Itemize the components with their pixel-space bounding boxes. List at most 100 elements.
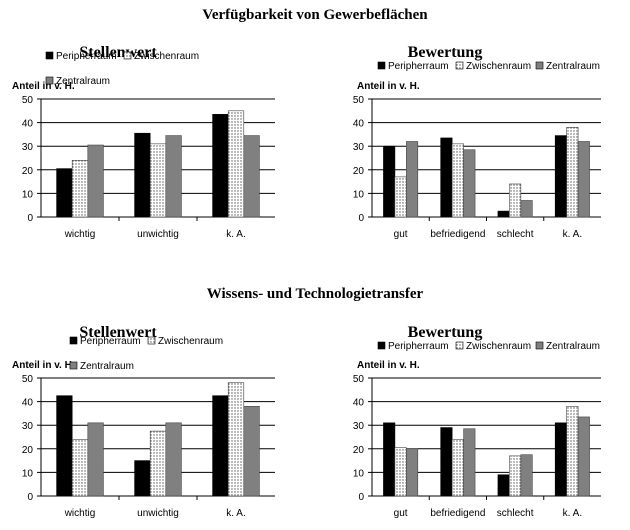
legend-label: Zwischenraum — [158, 336, 223, 347]
bar-zentralraum-0 — [406, 448, 419, 497]
legend-swatch — [69, 361, 78, 370]
y-tick-label: 10 — [353, 468, 365, 479]
y-tick-label: 40 — [353, 398, 365, 409]
y-tick-label: 40 — [22, 398, 34, 409]
bar-peripherraum-1 — [134, 460, 151, 497]
y-tick-label: 10 — [22, 468, 34, 479]
section-title-technologietransfer: Wissens- und Technologietransfer — [206, 286, 424, 302]
bar-zentralraum-3 — [577, 141, 590, 218]
bar-peripherraum-1 — [134, 132, 151, 218]
legend-label: Peripherraum — [56, 51, 117, 62]
bar-peripherraum-2 — [497, 210, 510, 218]
legend-swatch — [45, 51, 54, 60]
x-tick-label: schlecht — [497, 229, 534, 240]
chart-stellenwert-technologietransfer: Stellenwert Anteil in v. H. 0 10 20 30 40 50 wic… — [0, 320, 315, 530]
chart-svg: Bewertung Anteil in v. H. 0 10 20 30 40 50 gut be… — [353, 44, 601, 240]
x-tick-label: k. A. — [563, 508, 582, 519]
y-tick-label: 20 — [22, 445, 34, 456]
y-tick-label: 20 — [22, 166, 34, 177]
bar-zwischenraum-0 — [394, 176, 407, 218]
bar-zwischenraum-1 — [149, 143, 167, 218]
bar-zwischenraum-2 — [227, 382, 245, 497]
chart-title: Bewertung — [408, 324, 483, 341]
bar-peripherraum-3 — [554, 135, 567, 218]
chart-bewertung-gewerbeflaechen: Bewertung Anteil in v. H. 0 10 20 30 40 50 gut be… — [315, 40, 630, 250]
bar-peripherraum-0 — [56, 395, 73, 497]
legend-swatch — [455, 61, 464, 70]
x-tick-label: unwichtig — [137, 508, 179, 519]
legend-swatch — [535, 61, 544, 70]
legend-label: Zwischenraum — [134, 51, 199, 62]
chart-bewertung-technologietransfer: Bewertung Anteil in v. H. 0 10 20 30 40 50 gut be… — [315, 320, 630, 530]
x-tick-label: gut — [394, 508, 408, 519]
x-tick-label: k. A. — [226, 229, 245, 240]
y-tick-label: 30 — [22, 421, 34, 432]
x-tick-label: wichtig — [64, 229, 96, 240]
chart-title: Stellenwert — [79, 44, 157, 61]
legend-label: Zwischenraum — [466, 61, 531, 72]
y-axis-label: Anteil in v. H. — [12, 81, 75, 92]
chart-stellenwert-gewerbeflaechen: Stellenwert Anteil in v. H. 0 10 20 30 40 50 wic… — [0, 40, 315, 250]
bar-zwischenraum-3 — [566, 406, 579, 497]
y-axis-label: Anteil in v. H. — [12, 360, 75, 371]
y-tick-label: 50 — [353, 95, 365, 106]
legend-swatch — [69, 336, 78, 345]
x-tick-label: befriedigend — [430, 508, 485, 519]
y-tick-label: 10 — [22, 189, 34, 200]
bar-zentralraum-0 — [87, 422, 104, 497]
y-tick-label: 30 — [353, 421, 365, 432]
chart-svg: Stellenwert Anteil in v. H. 0 10 20 30 40 50 wic… — [12, 324, 275, 519]
bar-zentralraum-1 — [165, 135, 182, 218]
bar-peripherraum-2 — [497, 474, 510, 497]
y-tick-label: 40 — [353, 119, 365, 130]
x-tick-label: k. A. — [563, 229, 582, 240]
y-tick-label: 10 — [353, 189, 365, 200]
bar-peripherraum-1 — [440, 427, 453, 497]
chart-svg: Bewertung Anteil in v. H. 0 10 20 30 40 50 gut be… — [353, 324, 601, 519]
x-tick-label: k. A. — [226, 508, 245, 519]
bar-peripherraum-1 — [440, 137, 453, 218]
bar-zwischenraum-0 — [71, 439, 89, 497]
y-tick-label: 50 — [22, 374, 34, 385]
y-tick-label: 20 — [353, 166, 365, 177]
chart-title: Stellenwert — [79, 324, 157, 341]
chart-svg: Stellenwert Anteil in v. H. 0 10 20 30 40 50 wic… — [12, 44, 275, 240]
bar-zentralraum-0 — [87, 144, 104, 218]
legend-label: Peripherraum — [388, 61, 449, 72]
bar-peripherraum-0 — [56, 168, 73, 218]
y-tick-label: 0 — [27, 213, 33, 224]
bar-zwischenraum-0 — [394, 447, 407, 497]
bar-zentralraum-1 — [463, 428, 476, 497]
legend-label: Peripherraum — [388, 341, 449, 352]
x-tick-label: befriedigend — [430, 229, 485, 240]
bar-zwischenraum-3 — [566, 127, 579, 218]
legend-swatch — [377, 341, 386, 350]
y-tick-label: 50 — [353, 374, 365, 385]
bar-zwischenraum-1 — [451, 143, 464, 218]
legend-swatch — [45, 76, 54, 85]
y-tick-label: 0 — [27, 492, 33, 503]
legend-swatch — [147, 336, 156, 345]
bar-zwischenraum-0 — [71, 160, 89, 218]
legend-swatch — [123, 51, 132, 60]
x-tick-label: gut — [394, 229, 408, 240]
y-axis-label: Anteil in v. H. — [357, 360, 420, 371]
legend-swatch — [535, 341, 544, 350]
y-tick-label: 0 — [358, 492, 364, 503]
bar-zwischenraum-1 — [149, 430, 167, 497]
legend-label: Zentralraum — [56, 76, 110, 87]
legend-swatch — [377, 61, 386, 70]
bar-peripherraum-0 — [383, 422, 396, 497]
y-tick-label: 30 — [22, 142, 34, 153]
bar-zentralraum-1 — [463, 149, 476, 218]
bar-zentralraum-1 — [165, 422, 182, 497]
y-axis-label: Anteil in v. H. — [357, 81, 420, 92]
legend-label: Zentralraum — [80, 361, 134, 372]
y-tick-label: 0 — [358, 213, 364, 224]
legend-swatch — [455, 341, 464, 350]
bar-zwischenraum-2 — [509, 455, 522, 497]
legend-label: Zwischenraum — [466, 341, 531, 352]
y-tick-label: 30 — [353, 142, 365, 153]
chart-title: Bewertung — [408, 44, 483, 61]
bar-zwischenraum-2 — [227, 110, 245, 218]
